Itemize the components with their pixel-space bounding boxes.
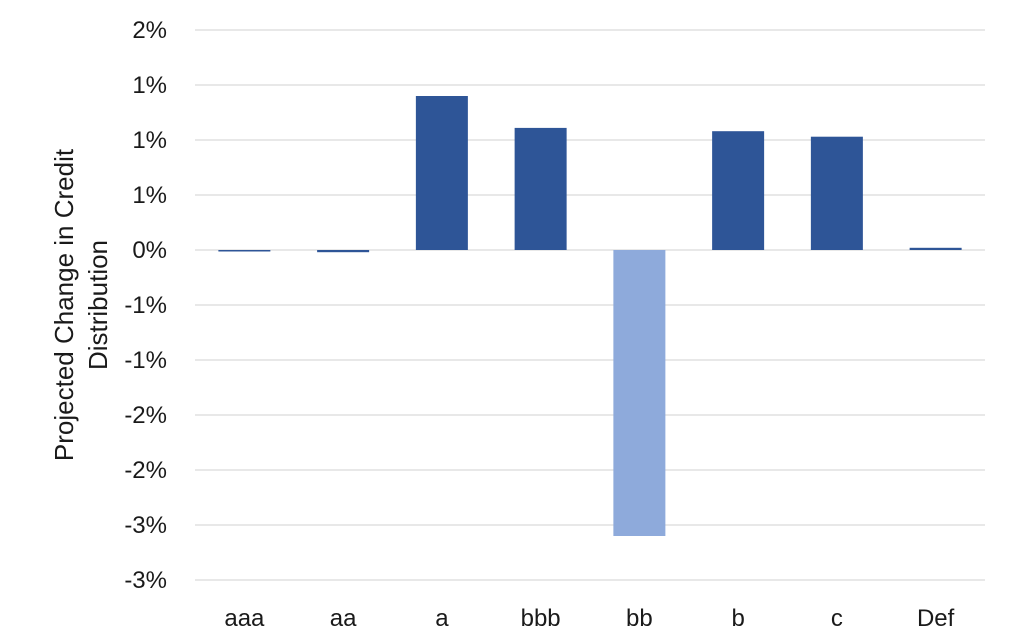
x-tick-label: bb [626,605,653,632]
gridlines [195,29,985,581]
x-tick-label: aa [330,605,357,632]
y-tick-label: -1% [124,347,167,374]
y-tick-label: 1% [132,72,167,99]
bar-c [810,136,863,250]
y-axis-title: Projected Change in Credit Distribution [49,148,113,461]
y-tick-label: -3% [124,567,167,594]
y-tick-label: -1% [124,292,167,319]
y-tick-label: 1% [132,127,167,154]
y-axis-tick-labels: 2% 1% 1% 1% 0% -1% -1% -2% -2% -3% -3% [124,17,167,594]
bar-bb [613,250,666,536]
bar-def [909,247,962,250]
y-tick-label: -2% [124,457,167,484]
y-tick-label: 0% [132,237,167,264]
x-tick-label: Def [917,605,955,632]
bars [218,96,962,536]
x-tick-label: b [731,605,744,632]
bar-aa [317,250,370,253]
y-tick-label: -3% [124,512,167,539]
y-tick-label: 2% [132,17,167,44]
bar-bbb [514,127,567,250]
bar-aaa [218,250,271,252]
x-tick-label: a [435,605,449,632]
y-tick-label: -2% [124,402,167,429]
x-tick-label: aaa [224,605,265,632]
y-tick-label: 1% [132,182,167,209]
bar-b [712,131,765,250]
x-tick-label: bbb [521,605,561,632]
y-axis-title-line: Projected Change in Credit [49,148,79,461]
x-tick-label: c [831,605,843,632]
y-axis-title-line: Distribution [83,240,113,370]
bar-a [415,96,468,250]
x-axis-tick-labels: aaa aa a bbb bb b c Def [224,605,954,632]
